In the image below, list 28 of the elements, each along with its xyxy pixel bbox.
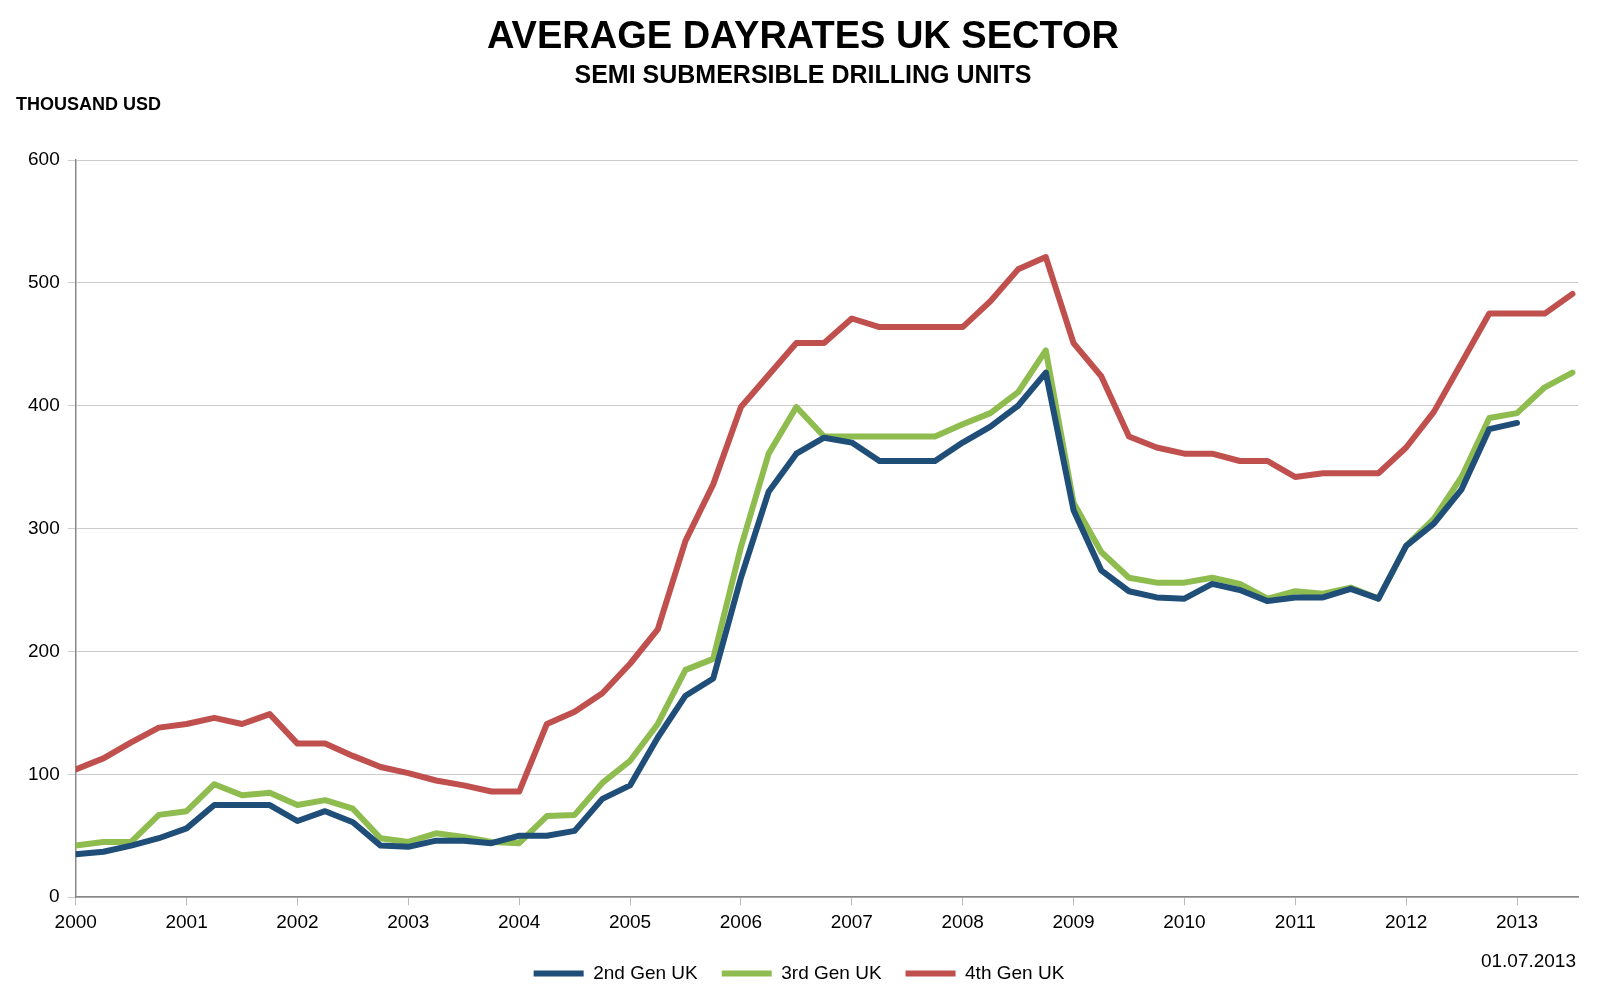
- x-tick-label: 2005: [608, 910, 652, 932]
- legend-label: 3rd Gen UK: [781, 961, 882, 983]
- x-tick-label: 2011: [1274, 910, 1316, 932]
- y-tick-label: 200: [28, 639, 60, 661]
- legend-label: 2nd Gen UK: [593, 961, 699, 983]
- text: 01.07.2013: [1480, 950, 1576, 972]
- x-tick-label: 2008: [941, 910, 984, 932]
- x-tick-label: 2007: [830, 910, 873, 932]
- x-tick-label: 2002: [276, 910, 319, 932]
- x-tick-label: 2003: [387, 910, 430, 932]
- y-tick-label: 400: [28, 393, 60, 415]
- x-tick-label: 2009: [1052, 910, 1095, 932]
- x-tick-label: 2000: [54, 910, 97, 932]
- x-tick-label: 2006: [719, 910, 763, 932]
- x-tick-label: 2010: [1163, 910, 1206, 932]
- x-tick-label: 2001: [165, 910, 208, 932]
- y-tick-label: 600: [28, 148, 60, 170]
- x-tick-label: 2004: [498, 910, 541, 932]
- y-tick-label: 300: [28, 516, 60, 538]
- legend-label: 4th Gen UK: [965, 961, 1065, 983]
- chart-subtitle: SEMI SUBMERSIBLE DRILLING UNITS: [573, 60, 1033, 89]
- y-tick-label: 100: [28, 762, 60, 784]
- y-axis-title: THOUSAND USD: [16, 94, 162, 115]
- chart-title: AVERAGE DAYRATES UK SECTOR: [486, 14, 1120, 57]
- x-tick-label: 2012: [1385, 910, 1428, 932]
- y-tick-label: 500: [28, 271, 60, 293]
- y-tick-label: 0: [49, 885, 60, 907]
- x-tick-label: 2013: [1495, 910, 1539, 932]
